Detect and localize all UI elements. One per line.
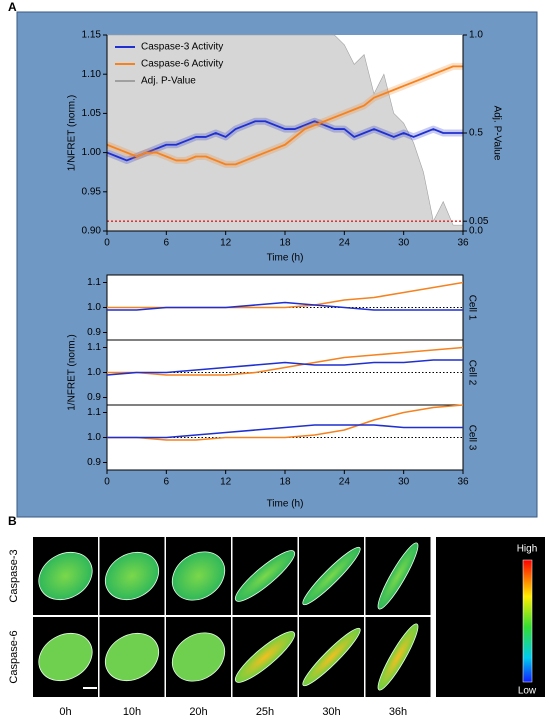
x-tick-label: 18 [279,477,291,488]
y-axis-label: 1/NFRET (norm.) [67,95,78,172]
colorbar-high: High [517,544,538,555]
cell [234,550,296,602]
y-tick-label: 1.10 [82,69,102,80]
y-tick-label: 1.00 [82,147,102,158]
column-label: 0h [59,706,71,718]
x-tick-label: 30 [398,477,410,488]
y-tick-label: 1.05 [82,108,102,119]
cell [104,632,160,682]
image-grid: Caspase-3 Caspase-6 0h 10h 20h 25h 30h 36h High L… [8,537,545,718]
panel-name: Cell 3 [466,425,477,451]
y-tick-label: 1.0 [87,302,101,313]
panel-label: B [8,514,17,528]
y-tick-label: 0.90 [82,226,102,237]
cell [302,546,361,606]
x-tick-label: 0 [104,477,110,488]
y2-tick-label: 0.5 [469,128,483,139]
row-label: Caspase-3 [8,549,20,602]
panel-label: A [8,0,17,14]
cell [38,551,93,601]
panel-name: Cell 1 [466,295,477,321]
cell [377,623,419,691]
y-axis-label: 1/NFRET (norm.) [67,334,78,411]
x-tick-label: 36 [457,477,469,488]
y-tick-label: 0.9 [87,327,101,338]
x-tick-label: 30 [398,238,410,249]
y-tick-label: 1.1 [87,407,101,418]
legend-label: Caspase-3 Activity [141,42,223,53]
series-line [107,424,463,439]
series-line [106,65,463,166]
p-value-area [106,34,464,232]
y-tick-label: 0.95 [82,186,102,197]
cell [104,551,160,601]
legend-label: Caspase-6 Activity [141,59,223,70]
cell [38,632,93,682]
column-label: 25h [256,706,274,718]
y-tick-label: 1.15 [82,30,102,41]
x-tick-label: 6 [164,477,170,488]
x-tick-label: 12 [220,238,232,249]
panel-name: Cell 2 [466,360,477,386]
column-label: 36h [389,706,407,718]
x-tick-label: 24 [339,238,351,249]
cell [377,542,419,610]
column-label: 10h [123,706,141,718]
x-tick-label: 0 [104,238,110,249]
y2-tick-label: 0.05 [469,216,489,227]
series-line [107,404,464,441]
x-axis-label: Time (h) [267,253,304,264]
x-tick-label: 12 [220,477,232,488]
y-tick-label: 1.1 [87,277,101,288]
y-tick-label: 0.9 [87,392,101,403]
x-tick-label: 36 [457,238,469,249]
y2-tick-label: 1.0 [469,30,483,41]
series-line [106,359,463,376]
y2-tick-label: 0.0 [469,226,483,237]
column-label: 20h [189,706,207,718]
series-line [107,346,464,376]
y-tick-label: 1.0 [87,432,101,443]
x-tick-label: 18 [279,238,291,249]
y-tick-label: 1.1 [87,342,101,353]
x-tick-label: 6 [164,238,170,249]
series-line [107,301,463,311]
cell [234,631,296,683]
row-label: Caspase-6 [8,630,20,683]
column-label: 30h [322,706,340,718]
x-tick-label: 24 [339,477,351,488]
series-line [106,120,463,162]
y-tick-label: 1.0 [87,367,101,378]
colorbar-low: Low [518,686,537,697]
y2-axis-label: Adj. P-Value [491,106,502,161]
legend-label: Adj. P-Value [141,76,196,87]
x-axis-label: Time (h) [267,499,304,510]
y-tick-label: 0.9 [87,457,101,468]
cell [302,627,361,687]
cell [171,632,226,682]
colorbar [522,559,533,683]
cell [171,551,226,601]
